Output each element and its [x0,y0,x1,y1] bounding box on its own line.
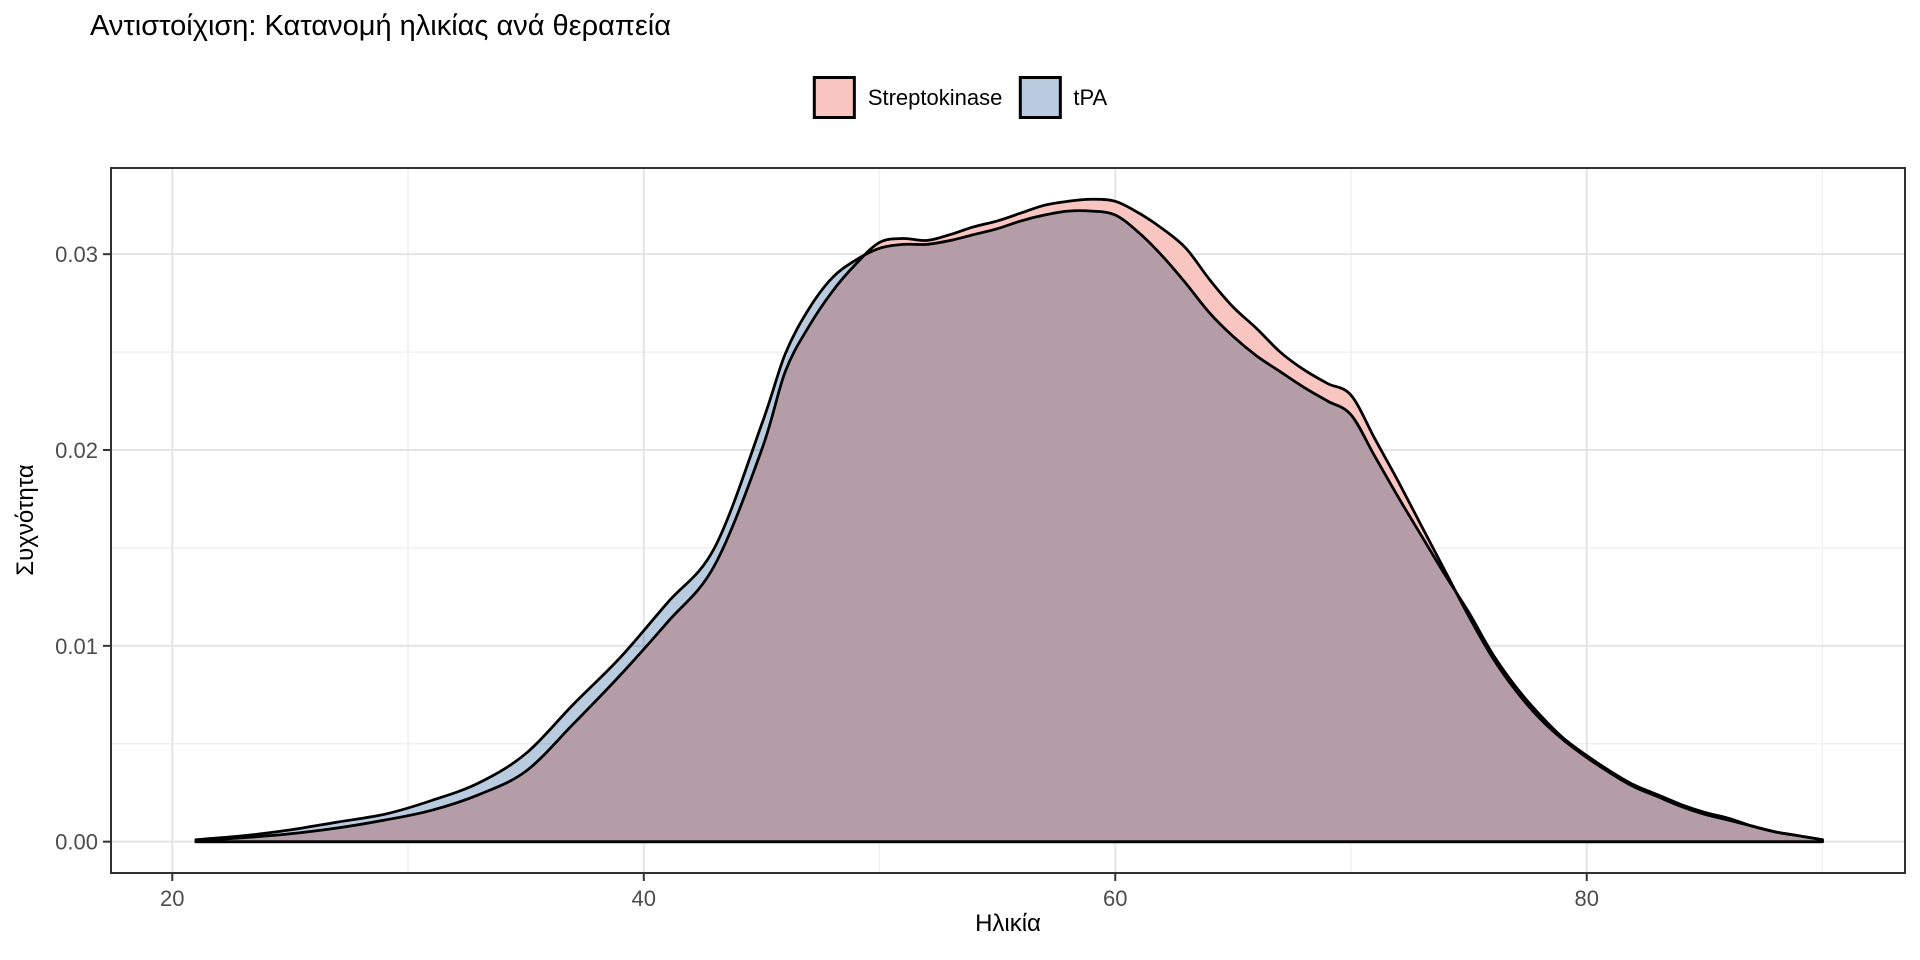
legend-label-tpa: tPA [1073,84,1108,110]
x-tick-label: 20 [160,886,184,911]
y-axis-title: Συχνότητα [12,464,39,576]
y-tick-label: 0.02 [55,438,98,463]
legend-label-streptokinase: Streptokinase [867,84,1003,110]
legend: Streptokinase tPA [812,76,1107,119]
panel-border [110,167,1906,874]
density-area-tpa [194,209,1824,844]
legend-item-tpa: tPA [1018,76,1107,119]
x-tick-label: 60 [1103,886,1127,911]
chart-title: Αντιστοίχιση: Κατανομή ηλικίας ανά θεραπ… [90,10,671,42]
x-axis-tick-labels: 20 40 60 80 [160,886,1599,911]
y-axis-tick-labels: 0.00 0.01 0.02 0.03 [55,242,98,855]
axis-tick-marks [103,253,1588,881]
y-tick-label: 0.01 [55,634,98,659]
density-areas [194,197,1824,844]
y-tick-label: 0.03 [55,242,98,267]
legend-key-tpa-swatch [1018,76,1062,119]
legend-item-streptokinase: Streptokinase [812,76,1003,119]
legend-key-streptokinase-swatch [812,76,856,119]
x-tick-label: 80 [1575,886,1599,911]
x-axis-title: Ηλικία [975,910,1041,937]
x-tick-label: 40 [632,886,656,911]
y-tick-label: 0.00 [55,830,98,855]
